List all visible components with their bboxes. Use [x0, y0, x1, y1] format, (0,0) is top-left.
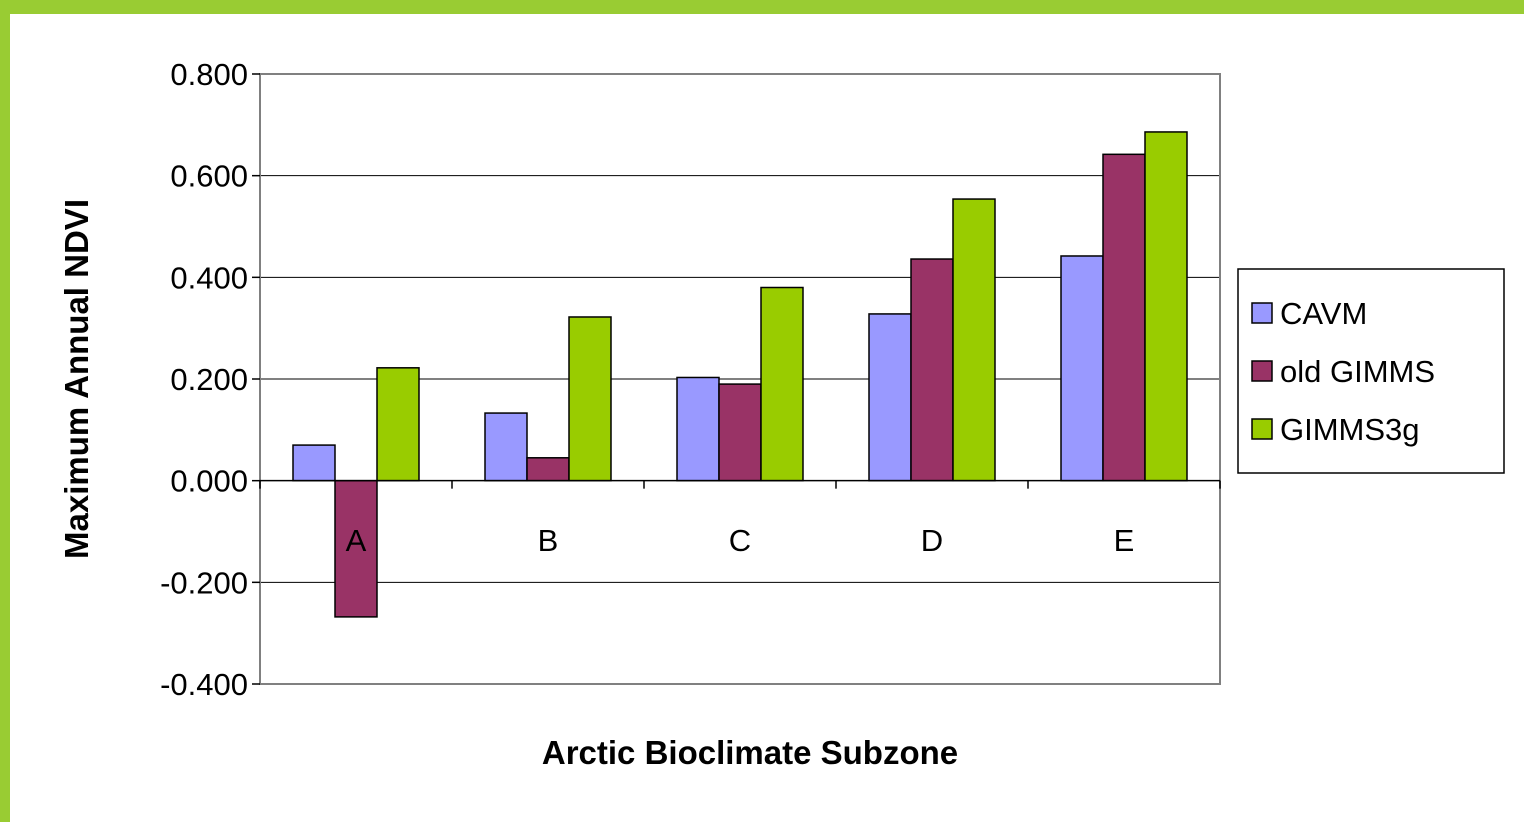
bar: [484, 412, 528, 482]
bar: [1102, 153, 1146, 482]
legend-label: GIMMS3g: [1280, 412, 1420, 447]
bar: [910, 258, 954, 482]
bar: [334, 479, 378, 618]
legend-label: CAVM: [1280, 296, 1367, 331]
legend: CAVM old GIMMS GIMMS3g: [1237, 268, 1505, 474]
y-tick-label: -0.200: [160, 565, 248, 600]
legend-swatch: [1251, 360, 1273, 382]
bar-chart: 0.800 0.600 0.400 0.200 0.000 -0.200 -0.400 A B…: [58, 57, 1505, 771]
x-tick-labels: A B C D E: [346, 523, 1135, 558]
bar: [568, 316, 612, 482]
axes: [252, 73, 1221, 685]
bars: [292, 131, 1188, 618]
y-tick-label: 0.400: [170, 260, 248, 295]
y-tick-labels: 0.800 0.600 0.400 0.200 0.000 -0.200 -0.400: [160, 57, 248, 702]
x-axis-title: Arctic Bioclimate Subzone: [542, 734, 958, 771]
y-axis-title: Maximum Annual NDVI: [58, 199, 95, 559]
y-tick-label: 0.800: [170, 57, 248, 92]
x-tick-label: B: [538, 523, 559, 558]
chart-frame: 0.800 0.600 0.400 0.200 0.000 -0.200 -0.400 A B…: [10, 14, 1524, 822]
bar: [868, 313, 912, 482]
x-tick-label: D: [921, 523, 943, 558]
y-tick-label: 0.200: [170, 362, 248, 397]
bar: [676, 376, 720, 482]
bar: [952, 198, 996, 482]
x-tick-label: E: [1114, 523, 1135, 558]
bar: [718, 383, 762, 482]
x-tick-label: A: [346, 523, 367, 558]
legend-swatch: [1251, 302, 1273, 324]
y-tick-label: 0.600: [170, 159, 248, 194]
bar: [292, 444, 336, 482]
bar: [760, 286, 804, 482]
bar: [1144, 131, 1188, 482]
bar: [1060, 255, 1104, 482]
bar: [526, 457, 570, 482]
y-tick-label: -0.400: [160, 667, 248, 702]
bar: [376, 367, 420, 482]
gridlines: [260, 175, 1220, 583]
legend-box: [1237, 268, 1505, 474]
legend-swatch: [1251, 418, 1273, 440]
legend-label: old GIMMS: [1280, 354, 1435, 389]
y-tick-label: 0.000: [170, 464, 248, 499]
x-tick-label: C: [729, 523, 751, 558]
